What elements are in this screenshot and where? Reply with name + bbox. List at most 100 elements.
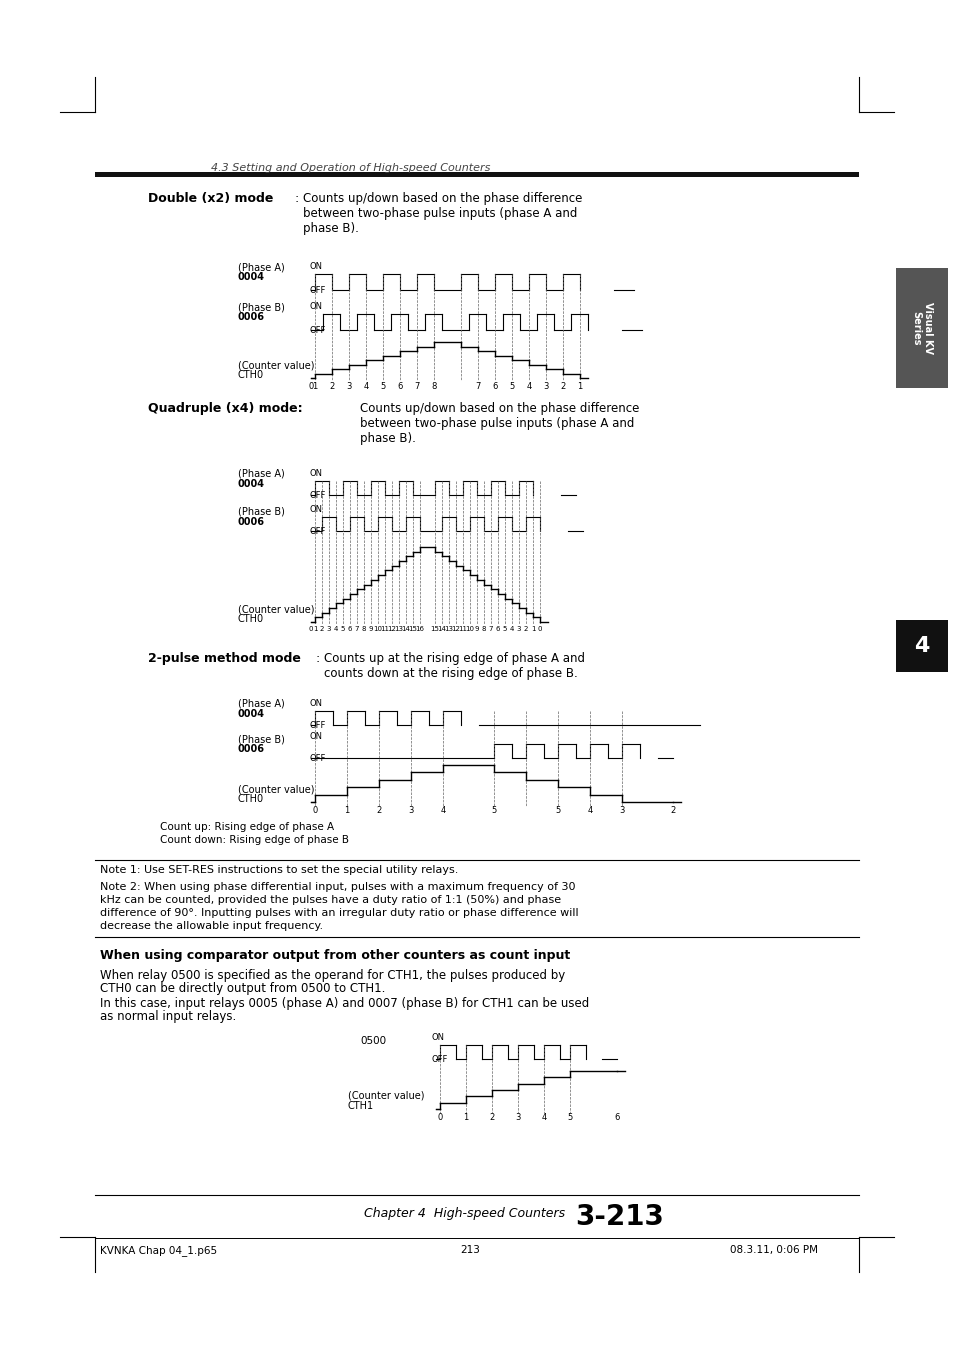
Text: 8: 8 — [481, 626, 486, 632]
Text: 12: 12 — [387, 626, 396, 632]
Text: 2: 2 — [329, 382, 335, 390]
Text: 5: 5 — [380, 382, 385, 390]
Text: 6: 6 — [496, 626, 499, 632]
Text: 9: 9 — [369, 626, 373, 632]
Text: Double (x2) mode: Double (x2) mode — [148, 192, 274, 205]
Text: 15: 15 — [408, 626, 417, 632]
Text: OFF: OFF — [310, 721, 326, 730]
Text: 0: 0 — [312, 807, 317, 815]
Text: decrease the allowable input frequency.: decrease the allowable input frequency. — [100, 921, 323, 931]
Text: 3: 3 — [408, 807, 414, 815]
Text: Note 1: Use SET-RES instructions to set the special utility relays.: Note 1: Use SET-RES instructions to set … — [100, 865, 457, 875]
Text: OFF: OFF — [310, 527, 326, 536]
Text: 2: 2 — [376, 807, 381, 815]
Text: (Phase A): (Phase A) — [237, 698, 284, 709]
Text: 3: 3 — [517, 626, 520, 632]
Text: OFF: OFF — [310, 754, 326, 763]
Text: ON: ON — [310, 698, 323, 708]
Text: 1: 1 — [344, 807, 349, 815]
Text: 0: 0 — [308, 382, 314, 390]
Text: (Counter value): (Counter value) — [237, 784, 314, 794]
Text: 5: 5 — [340, 626, 345, 632]
Text: :: : — [315, 653, 320, 665]
Text: (Phase A): (Phase A) — [237, 262, 284, 272]
Text: 7: 7 — [488, 626, 493, 632]
Text: ON: ON — [432, 1034, 444, 1042]
Text: 11: 11 — [458, 626, 467, 632]
Text: 8: 8 — [431, 382, 436, 390]
Text: 4: 4 — [587, 807, 592, 815]
Text: 4: 4 — [540, 1113, 546, 1121]
Text: 3-213: 3-213 — [575, 1202, 663, 1231]
Text: 08.3.11, 0:06 PM: 08.3.11, 0:06 PM — [729, 1246, 817, 1255]
Text: 0006: 0006 — [237, 312, 265, 322]
Text: 5: 5 — [509, 382, 514, 390]
Text: kHz can be counted, provided the pulses have a duty ratio of 1:1 (50%) and phase: kHz can be counted, provided the pulses … — [100, 894, 560, 905]
Text: 2: 2 — [523, 626, 528, 632]
Text: as normal input relays.: as normal input relays. — [100, 1011, 236, 1023]
Text: Note 2: When using phase differential input, pulses with a maximum frequency of : Note 2: When using phase differential in… — [100, 882, 575, 892]
Text: CTH0: CTH0 — [237, 613, 264, 624]
Text: 1: 1 — [313, 626, 317, 632]
Text: ON: ON — [310, 732, 323, 740]
Text: ON: ON — [310, 303, 323, 311]
Text: 1: 1 — [463, 1113, 468, 1121]
Text: (Phase B): (Phase B) — [237, 507, 285, 517]
Text: 0500: 0500 — [359, 1036, 386, 1046]
Text: KVNKA Chap 04_1.p65: KVNKA Chap 04_1.p65 — [100, 1246, 217, 1256]
Text: 13: 13 — [444, 626, 453, 632]
Text: Count up: Rising edge of phase A: Count up: Rising edge of phase A — [160, 821, 334, 832]
Bar — [95, 172, 858, 177]
Text: OFF: OFF — [432, 1055, 448, 1065]
Text: 0: 0 — [309, 626, 313, 632]
Text: 4: 4 — [363, 382, 368, 390]
Text: 6: 6 — [614, 1113, 619, 1121]
Text: Counts up/down based on the phase difference
between two-phase pulse inputs (pha: Counts up/down based on the phase differ… — [303, 192, 581, 235]
Text: ON: ON — [310, 469, 323, 478]
Text: (Counter value): (Counter value) — [237, 604, 314, 613]
Text: 5: 5 — [567, 1113, 572, 1121]
Text: 12: 12 — [451, 626, 460, 632]
Text: 4: 4 — [509, 626, 514, 632]
Text: 3: 3 — [515, 1113, 520, 1121]
Text: 9: 9 — [475, 626, 478, 632]
Text: 2: 2 — [319, 626, 324, 632]
Text: 10: 10 — [374, 626, 382, 632]
Text: 6: 6 — [348, 626, 352, 632]
Text: OFF: OFF — [310, 326, 326, 335]
Text: (Counter value): (Counter value) — [348, 1092, 424, 1101]
Text: 0: 0 — [537, 626, 541, 632]
Text: 1: 1 — [577, 382, 582, 390]
Text: 5: 5 — [555, 807, 560, 815]
Text: 3: 3 — [346, 382, 352, 390]
Text: 0004: 0004 — [237, 709, 265, 719]
Text: 6: 6 — [396, 382, 402, 390]
Text: 0: 0 — [436, 1113, 442, 1121]
Text: When relay 0500 is specified as the operand for CTH1, the pulses produced by: When relay 0500 is specified as the oper… — [100, 969, 565, 982]
Text: ON: ON — [310, 505, 323, 513]
Text: CTH0 can be directly output from 0500 to CTH1.: CTH0 can be directly output from 0500 to… — [100, 982, 385, 994]
Text: Counts up at the rising edge of phase A and
counts down at the rising edge of ph: Counts up at the rising edge of phase A … — [324, 653, 584, 680]
Text: 1: 1 — [530, 626, 535, 632]
Text: 14: 14 — [437, 626, 446, 632]
Text: Quadruple (x4) mode:: Quadruple (x4) mode: — [148, 403, 302, 415]
Text: 6: 6 — [492, 382, 497, 390]
Bar — [895, 267, 947, 388]
Text: OFF: OFF — [310, 286, 326, 295]
Text: 4: 4 — [526, 382, 531, 390]
Text: (Phase A): (Phase A) — [237, 469, 284, 480]
Text: CTH0: CTH0 — [237, 794, 264, 804]
Text: 4: 4 — [334, 626, 337, 632]
Text: 2: 2 — [489, 1113, 494, 1121]
Text: 3: 3 — [327, 626, 331, 632]
Text: Visual KV
Series: Visual KV Series — [910, 303, 932, 354]
Text: 2: 2 — [559, 382, 565, 390]
Text: 2: 2 — [670, 807, 675, 815]
Text: (Counter value): (Counter value) — [237, 359, 314, 370]
Text: In this case, input relays 0005 (phase A) and 0007 (phase B) for CTH1 can be use: In this case, input relays 0005 (phase A… — [100, 997, 589, 1011]
Text: 0004: 0004 — [237, 480, 265, 489]
Bar — [895, 620, 947, 671]
Text: (Phase B): (Phase B) — [237, 303, 285, 312]
Text: 5: 5 — [502, 626, 507, 632]
Text: :: : — [294, 192, 299, 205]
